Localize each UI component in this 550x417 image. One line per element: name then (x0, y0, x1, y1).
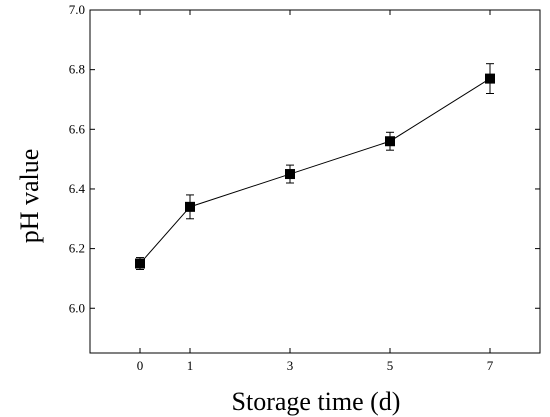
y-tick-label: 6.2 (69, 241, 85, 256)
y-tick-label: 7.0 (69, 2, 85, 17)
y-axis: 6.0 6.2 6.4 6.6 6.8 7.0 (69, 2, 540, 315)
data-point (385, 136, 395, 147)
y-tick-label: 6.0 (69, 300, 85, 315)
plot-border (89, 9, 541, 354)
y-tick-label: 6.4 (69, 181, 86, 196)
x-tick-label: 5 (387, 358, 394, 373)
data-point (185, 201, 195, 212)
x-tick-label: 1 (187, 358, 194, 373)
series-layer (135, 63, 495, 270)
data-point (485, 73, 495, 84)
x-tick-label: 3 (287, 358, 294, 373)
x-axis-title: Storage time (d) (232, 387, 401, 416)
series-line (139, 78, 491, 264)
x-tick-label: 0 (137, 358, 144, 373)
data-point (285, 169, 295, 180)
y-tick-label: 6.8 (69, 62, 85, 77)
x-tick-label: 7 (487, 358, 494, 373)
data-point (135, 258, 145, 269)
y-tick-label: 6.6 (69, 121, 86, 136)
y-axis-title: pH value (15, 149, 44, 244)
plot-frame (89, 9, 541, 354)
x-axis: 0 1 3 5 7 (137, 10, 494, 373)
